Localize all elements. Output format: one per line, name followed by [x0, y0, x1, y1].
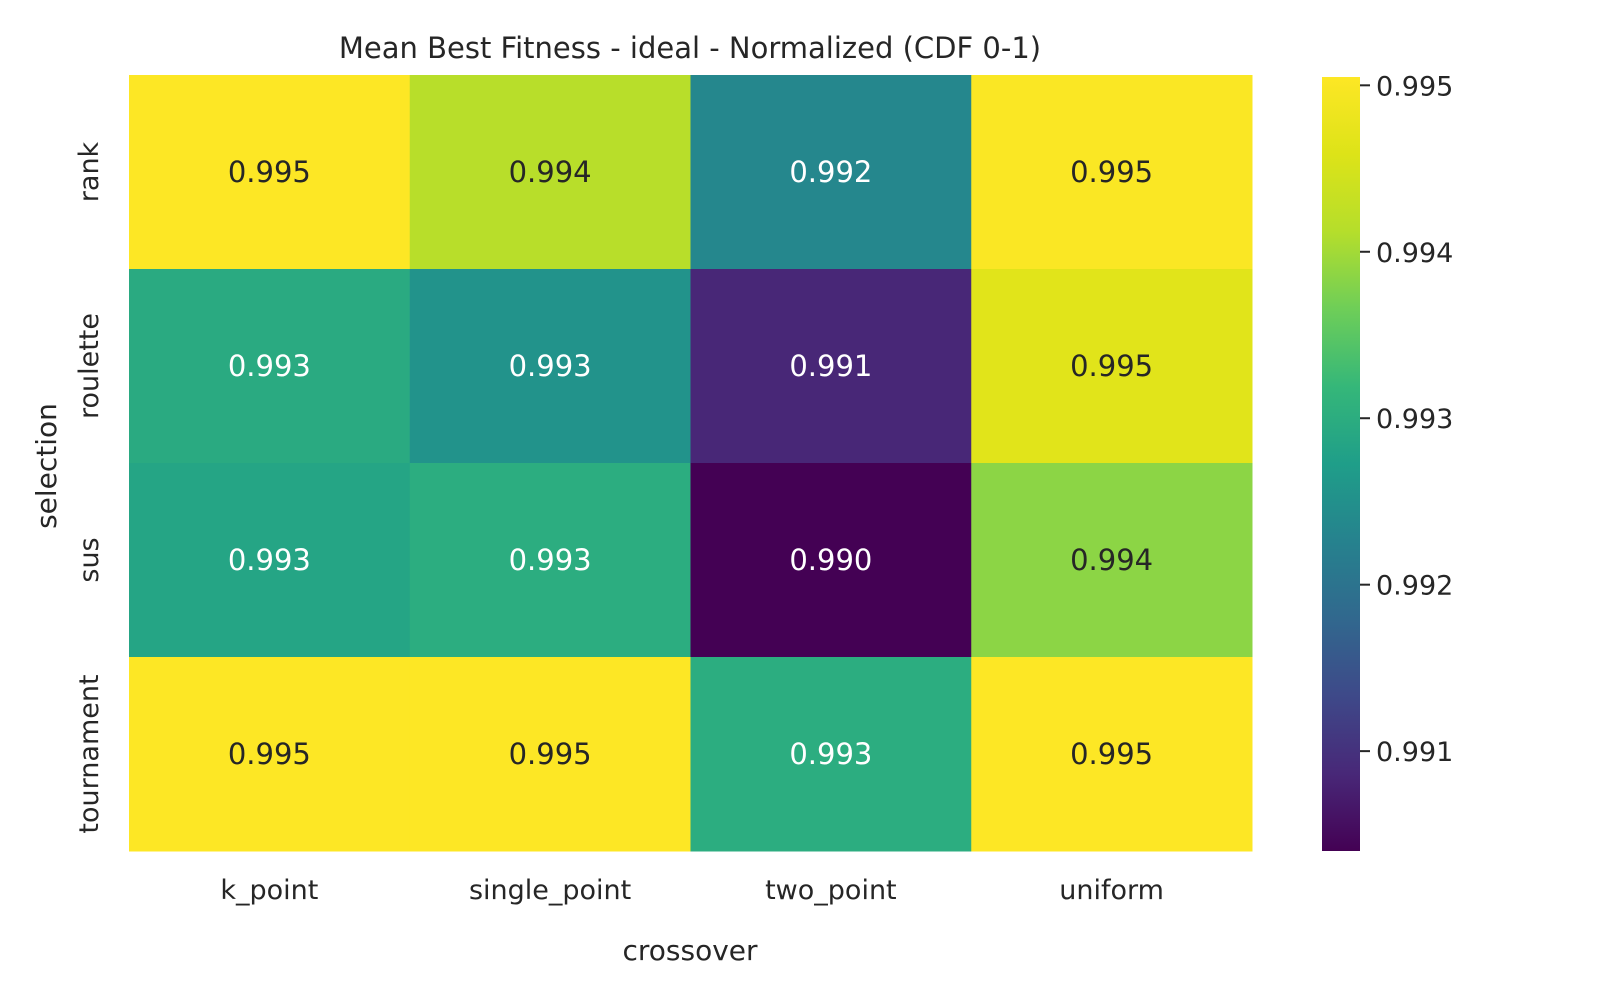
cell-value-label: 0.995: [1070, 155, 1153, 189]
cell-value-label: 0.994: [1070, 543, 1153, 577]
heatmap-cell: [690, 463, 972, 658]
heatmap-cell: [690, 269, 972, 464]
heatmap-cell: [971, 269, 1253, 464]
heatmap-cell: [409, 75, 691, 270]
heatmap-cell: [971, 463, 1253, 658]
cell-value-label: 0.993: [509, 349, 592, 383]
cell-value-label: 0.993: [228, 543, 311, 577]
cell-value-label: 0.995: [509, 737, 592, 771]
x-tick-labels: k_point single_point two_point uniform: [220, 875, 1164, 906]
cell-value-label: 0.993: [509, 543, 592, 577]
heatmap-cell: [690, 657, 972, 852]
cell-value-label: 0.993: [228, 349, 311, 383]
cell-value-label: 0.994: [509, 155, 592, 189]
heatmap-cell: [129, 657, 411, 852]
cell-value-label: 0.995: [228, 737, 311, 771]
y-tick-label: tournament: [74, 674, 105, 833]
colorbar-tick-label: 0.992: [1376, 571, 1453, 602]
x-axis-label: crossover: [622, 934, 758, 967]
heatmap-cell: [409, 463, 691, 658]
colorbar: [1322, 77, 1360, 851]
x-tick-label: k_point: [220, 875, 318, 906]
y-tick-label: sus: [74, 537, 105, 582]
cell-value-label: 0.995: [1070, 349, 1153, 383]
heatmap-cell: [409, 269, 691, 464]
y-tick-label: roulette: [74, 313, 105, 419]
colorbar-ticks: 0.991 0.992 0.993 0.994 0.995: [1360, 71, 1453, 768]
cell-value-label: 0.992: [789, 155, 872, 189]
colorbar-tick-label: 0.993: [1376, 404, 1453, 435]
colorbar-tick-label: 0.991: [1376, 737, 1453, 768]
heatmap-cell: [129, 269, 411, 464]
heatmap-cells: [129, 75, 1253, 852]
cell-value-label: 0.993: [789, 737, 872, 771]
heatmap-cell: [129, 75, 411, 270]
heatmap-cell: [409, 657, 691, 852]
cell-value-label: 0.995: [1070, 737, 1153, 771]
heatmap-cell: [971, 75, 1253, 270]
heatmap-cell: [971, 657, 1253, 852]
y-axis-label: selection: [30, 403, 63, 529]
y-tick-label: rank: [74, 141, 105, 202]
heatmap-cell: [129, 463, 411, 658]
heatmap-cell-labels: 0.995 0.994 0.992 0.995 0.993 0.993 0.991 0.995…: [228, 155, 1153, 771]
cell-value-label: 0.990: [789, 543, 872, 577]
heatmap-cell: [690, 75, 972, 270]
cell-value-label: 0.995: [228, 155, 311, 189]
x-tick-label: two_point: [765, 875, 897, 906]
colorbar-tick-label: 0.995: [1376, 71, 1453, 102]
colorbar-tick-label: 0.994: [1376, 238, 1453, 269]
cell-value-label: 0.991: [789, 349, 872, 383]
y-tick-labels: rank roulette sus tournament: [74, 141, 105, 833]
x-tick-label: single_point: [469, 875, 631, 906]
x-tick-label: uniform: [1059, 875, 1164, 906]
chart-title: Mean Best Fitness - ideal - Normalized (…: [339, 31, 1041, 65]
